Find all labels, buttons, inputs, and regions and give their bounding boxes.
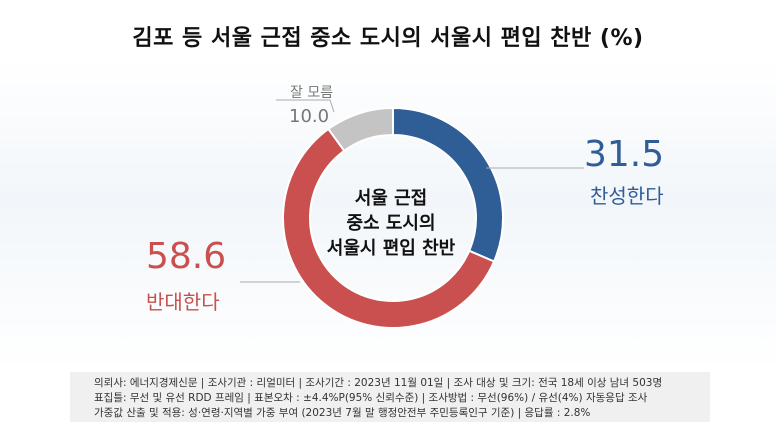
center-line-1: 서울 근접 [354,188,428,209]
slice-dont-know [327,106,394,153]
leader-line-dk [276,99,335,113]
slice-value-dont-know: 10.0 [289,106,330,127]
donut-center-label: 서울 근접 중소 도시의 서울시 편입 찬반 [296,186,486,261]
center-line-2: 중소 도시의 [346,213,436,234]
center-line-3: 서울시 편입 찬반 [326,238,456,259]
slice-value-against: 58.6 [146,236,227,277]
survey-footnote: 의뢰사: 에너지경제신문 | 조사기관 : 리얼미터 | 조사기간 : 2023… [70,372,710,422]
slice-label-dont-know: 잘 모름 [290,85,334,101]
slice-label-against: 반대한다 [146,290,220,314]
footnote-line-2: 표집틀: 무선 및 유선 RDD 프레임 | 표본오차 : ±4.4%P(95%… [94,392,648,404]
footnote-line-1: 의뢰사: 에너지경제신문 | 조사기관 : 리얼미터 | 조사기간 : 2023… [94,377,663,389]
slice-value-for: 31.5 [584,134,665,175]
chart-title: 김포 등 서울 근접 중소 도시의 서울시 편입 찬반 (%) [132,26,644,51]
slice-label-for: 찬성한다 [590,184,664,208]
footnote-line-3: 가중값 산출 및 적용: 성·연령·지역별 가중 부여 (2023년 7월 말 … [94,407,591,419]
slice-against [282,127,496,329]
